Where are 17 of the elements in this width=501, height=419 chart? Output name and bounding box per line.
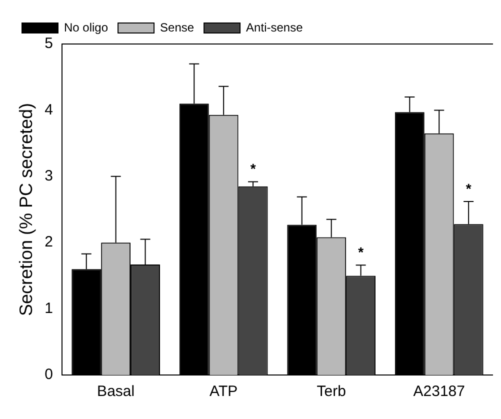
- x-tick-label: A23187: [413, 383, 465, 400]
- y-tick-label: 0: [44, 366, 53, 384]
- x-tick-label: Terb: [316, 383, 346, 400]
- y-tick-label: 5: [44, 35, 53, 52]
- legend-label: No oligo: [64, 20, 108, 34]
- data-label: *: [358, 244, 364, 260]
- data-label: *: [250, 160, 256, 177]
- y-axis-title: Secretion (% PC secreted): [16, 102, 36, 316]
- y-tick-label: 4: [44, 101, 53, 118]
- y-tick-label: 3: [44, 168, 53, 185]
- legend-label: Anti-sense: [246, 20, 304, 34]
- x-tick-label: Basal: [97, 383, 135, 400]
- legend-label: Sense: [160, 20, 194, 34]
- x-tick-label: ATP: [210, 383, 238, 400]
- y-tick-label: 1: [44, 300, 53, 317]
- y-tick-label: 2: [44, 234, 53, 251]
- data-label: *: [466, 180, 472, 196]
